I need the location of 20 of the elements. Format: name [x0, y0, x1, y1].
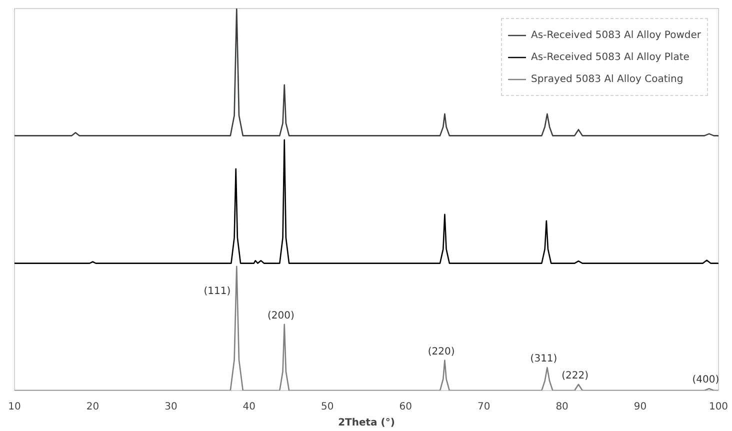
x-tick-label: 70: [477, 402, 490, 412]
annotation: (400): [692, 374, 720, 386]
x-axis-title: 2Theta (°): [338, 418, 395, 428]
annotation: (222): [562, 370, 589, 382]
annotation: (220): [428, 346, 455, 358]
annotation: (111): [204, 286, 231, 297]
x-tick-label: 20: [86, 402, 100, 412]
legend-label: As-Received 5083 Al Alloy Powder: [531, 30, 701, 40]
x-tick-label: 90: [634, 402, 647, 412]
annotation: (311): [530, 354, 558, 365]
legend-label: As-Received 5083 Al Alloy Plate: [531, 52, 690, 62]
annotation: (200): [267, 310, 294, 322]
x-tick-label: 50: [321, 402, 334, 412]
x-tick-label: 40: [242, 402, 256, 412]
x-tick-label: 100: [708, 402, 728, 412]
x-tick-label: 60: [399, 402, 412, 412]
x-tick-label: 80: [556, 402, 568, 412]
x-tick-label: 10: [8, 402, 21, 412]
legend-label: Sprayed 5083 Al Alloy Coating: [531, 74, 684, 84]
x-tick-label: 30: [164, 402, 178, 412]
